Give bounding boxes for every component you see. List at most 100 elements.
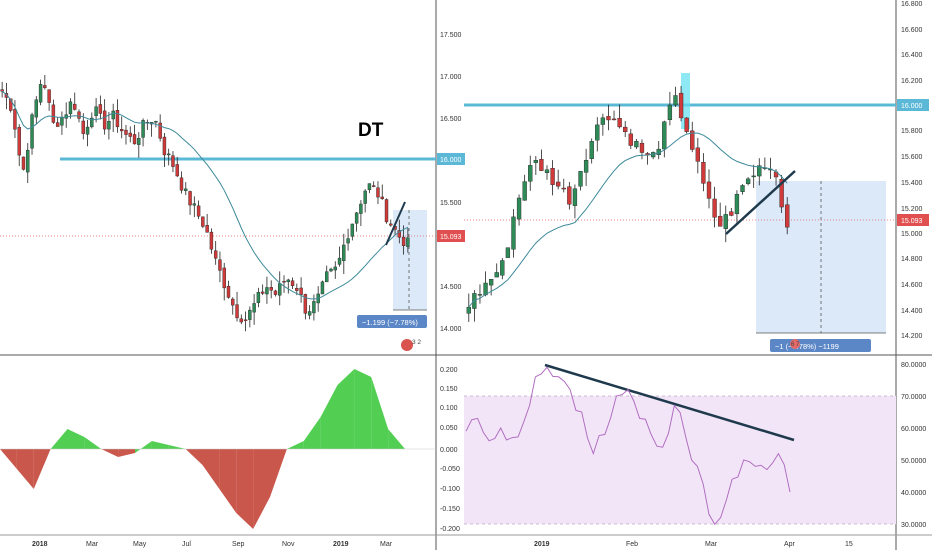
candle (673, 86, 678, 108)
osc-segment (67, 429, 85, 449)
candle (8, 98, 13, 113)
candle (372, 181, 376, 188)
candle (533, 156, 538, 175)
osc-segment (219, 449, 237, 513)
candle (701, 153, 706, 192)
left-measure-label-bg (357, 315, 427, 328)
candle (539, 149, 544, 171)
candle (239, 314, 243, 325)
candle (667, 91, 673, 126)
date-tick: 2018 (32, 541, 48, 548)
candle (342, 233, 346, 274)
date-tick: Mar (705, 541, 718, 548)
osc-segment (16, 449, 34, 489)
candle (4, 82, 9, 110)
osc-segment (337, 369, 355, 449)
candle (325, 265, 329, 283)
candle (68, 98, 73, 119)
osc-segment (33, 449, 51, 489)
candle (51, 99, 56, 124)
left-events-icon[interactable] (401, 339, 413, 351)
candle (43, 75, 47, 90)
osc-tick: 0.100 (440, 405, 458, 412)
left-price-tick: 14.000 (440, 326, 462, 333)
left-price-tick: 15.500 (440, 200, 462, 207)
candle (729, 207, 734, 217)
candle (98, 95, 103, 120)
svg-text:16.000: 16.000 (440, 157, 462, 164)
candle (363, 189, 367, 213)
osc-segment (270, 449, 287, 497)
candle (73, 92, 77, 111)
candle (269, 280, 273, 299)
candle (544, 165, 550, 180)
candle (567, 181, 572, 210)
candle (337, 246, 342, 267)
candle (634, 138, 639, 150)
candle (286, 278, 290, 294)
svg-text:16.000: 16.000 (901, 103, 923, 110)
right-events-count: 6 7 (791, 342, 800, 348)
osc-segment (118, 449, 135, 457)
candle (723, 205, 728, 243)
candle (751, 164, 756, 188)
candle (779, 174, 784, 213)
candle (785, 197, 790, 235)
osc-segment (151, 441, 169, 449)
candle (706, 169, 712, 209)
osc-segment (50, 429, 68, 449)
osc-segment (0, 449, 17, 469)
candle (380, 184, 384, 200)
osc-tick: 0.000 (440, 447, 458, 454)
date-tick: Mar (86, 541, 99, 548)
right-price-tick: 15.600 (901, 154, 923, 161)
candle (556, 169, 561, 190)
right-trend-line[interactable] (725, 170, 796, 235)
osc-segment (253, 449, 270, 529)
right-price-tick: 16.400 (901, 52, 923, 59)
candle (248, 306, 252, 328)
candle (167, 148, 171, 166)
candle (128, 126, 132, 143)
date-tick: Mar (380, 541, 393, 548)
right-price-axis: 16.800 16.600 16.400 16.200 15.800 15.60… (901, 1, 923, 340)
candle (678, 85, 684, 122)
candle (205, 213, 209, 233)
candle (401, 225, 406, 255)
rsi-trend-line[interactable] (544, 363, 795, 442)
candle (201, 216, 205, 229)
rsi-tick: 40.0000 (901, 490, 926, 497)
candle (171, 151, 175, 173)
peak-highlight (681, 73, 690, 129)
rsi-tick: 60.0000 (901, 426, 926, 433)
candle (684, 117, 689, 134)
candle (107, 112, 111, 140)
candle (273, 289, 278, 297)
candle (21, 156, 26, 171)
candle (320, 280, 325, 295)
left-oscillator (0, 369, 405, 529)
right-events-icon[interactable] (790, 339, 800, 349)
candle (162, 133, 167, 167)
candle (572, 184, 578, 219)
left-measure-box (393, 210, 427, 310)
rsi-tick: 30.0000 (901, 522, 926, 529)
date-tick: Sep (232, 541, 245, 548)
candle (589, 138, 594, 164)
candle (26, 143, 30, 184)
rsi-tick: 70.0000 (901, 394, 926, 401)
dt-annotation: DT (358, 120, 384, 141)
date-tick: 2019 (333, 541, 349, 548)
left-trend-line[interactable] (385, 201, 406, 246)
candle (47, 89, 51, 111)
rsi-line (465, 366, 791, 526)
date-tick: Apr (784, 541, 796, 548)
candle (17, 124, 21, 167)
left-price-tick: 17.500 (440, 32, 462, 39)
candle (175, 156, 179, 178)
candle (179, 171, 184, 194)
candle (196, 200, 201, 220)
candle (522, 174, 527, 201)
